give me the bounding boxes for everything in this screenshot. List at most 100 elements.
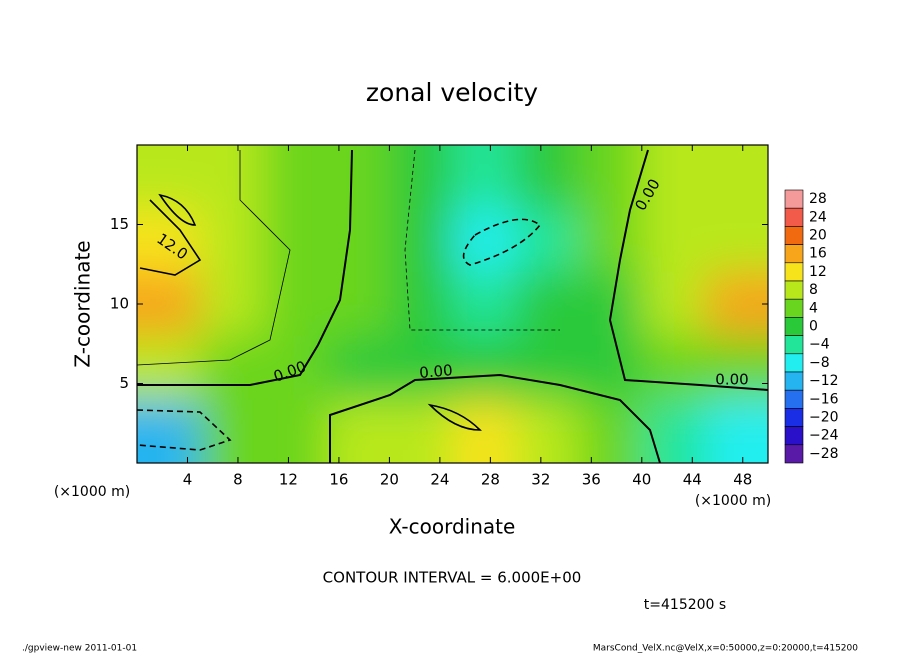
colorbar-bin (784, 280, 804, 300)
x-tick-label: 44 (683, 471, 702, 489)
field-cell (326, 208, 391, 274)
x-tick-label: 24 (430, 471, 449, 489)
field-cell (263, 399, 328, 463)
field-cell (389, 399, 454, 463)
colorbar-label: −20 (809, 410, 839, 426)
field-cell (578, 145, 643, 210)
field-cell (263, 145, 328, 210)
field-cell (326, 272, 391, 337)
field-cell (515, 399, 580, 463)
x-tick-label: 20 (380, 471, 399, 489)
chart-title: zonal velocity (366, 78, 538, 107)
colorbar-label: 16 (809, 246, 827, 262)
field-cell (704, 399, 768, 463)
field-cell (452, 399, 517, 463)
colorbar-bin (784, 389, 804, 409)
x-axis-label: X-coordinate (389, 515, 516, 539)
field-cell (515, 335, 580, 401)
field-cell (326, 145, 391, 210)
field-cell (515, 208, 580, 274)
colorbar-bin (784, 371, 804, 391)
colorbar-bin (784, 244, 804, 264)
field-cell (137, 208, 202, 274)
field-cell (389, 208, 454, 274)
field-cell (137, 272, 202, 337)
field (137, 145, 768, 463)
colorbar-bin (784, 444, 804, 464)
x-tick-label: 4 (183, 471, 193, 489)
field-cell (200, 272, 265, 337)
y-tick-label: 10 (110, 295, 129, 313)
field-cell (263, 272, 328, 337)
colorbar-label: −8 (809, 355, 830, 371)
colorbar-bin (784, 262, 804, 282)
field-cell (200, 399, 265, 463)
field-cell (389, 272, 454, 337)
contour-interval: CONTOUR INTERVAL = 6.000E+00 (323, 569, 582, 587)
field-cells (137, 145, 768, 463)
field-cell (515, 145, 580, 210)
colorbar-label: −16 (809, 391, 839, 407)
field-cell (578, 208, 643, 274)
field-cell (704, 272, 768, 337)
footer-right: MarsCond_VelX.nc@VelX,x=0:50000,z=0:2000… (593, 644, 858, 654)
contour-label: 0.00 (715, 371, 748, 389)
field-cell (389, 145, 454, 210)
field-cell (704, 208, 768, 274)
field-cell (452, 145, 517, 210)
colorbar-bin (784, 189, 804, 209)
footer-left: ./gpview-new 2011-01-01 (22, 644, 137, 654)
contour-label: 0.00 (419, 361, 454, 382)
x-unit-right: (×1000 m) (695, 493, 771, 509)
contour-lines (137, 149, 768, 463)
colorbar-bin (784, 408, 804, 427)
colorbar-label: 24 (809, 209, 827, 225)
field-cell (578, 399, 643, 463)
field-cell (137, 335, 202, 401)
x-tick-label: 28 (481, 471, 500, 489)
x-tick-label: 32 (531, 471, 550, 489)
colorbar-label: −24 (809, 428, 839, 444)
colorbar-label: −28 (809, 446, 839, 462)
field-cell (641, 145, 706, 210)
field-cell (326, 335, 391, 401)
colorbar-bin (784, 226, 804, 245)
x-tick-label: 12 (279, 471, 298, 489)
colorbar-label: 4 (809, 300, 818, 316)
colorbar-label: 0 (809, 319, 818, 335)
field-cell (641, 208, 706, 274)
field-cell (641, 399, 706, 463)
x-unit-left: (×1000 m) (54, 484, 130, 500)
colorbar-bin (784, 353, 804, 373)
x-tick-label: 36 (582, 471, 601, 489)
field-cell (452, 272, 517, 337)
field-cell (452, 335, 517, 401)
field-cell (200, 145, 265, 210)
field-cell (578, 335, 643, 401)
field-cell (326, 399, 391, 463)
field-cell (263, 208, 328, 274)
colorbar-bin (784, 298, 804, 318)
field-cell (200, 335, 265, 401)
field-cell (704, 145, 768, 210)
colorbar-label: 28 (809, 191, 827, 207)
x-tick-label: 16 (329, 471, 348, 489)
colorbar-bin (784, 426, 804, 446)
x-tick-label: 8 (233, 471, 243, 489)
colorbar-label: 12 (809, 264, 827, 280)
field-cell (137, 145, 202, 210)
colorbar-bin (784, 335, 804, 355)
time-label: t=415200 s (644, 597, 726, 613)
field-cell (200, 208, 265, 274)
colorbar-label: 20 (809, 228, 827, 244)
x-tick-label: 48 (733, 471, 752, 489)
field-cell (137, 399, 202, 463)
field-cell (452, 208, 517, 274)
x-tick-label: 40 (632, 471, 651, 489)
colorbar-bin (784, 207, 804, 227)
y-tick-label: 15 (110, 215, 129, 233)
colorbar-bin (784, 317, 804, 336)
y-axis-label: Z-coordinate (71, 240, 95, 367)
field-cell (515, 272, 580, 337)
